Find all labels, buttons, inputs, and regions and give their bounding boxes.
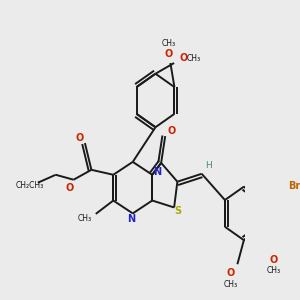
Text: O: O — [269, 255, 278, 265]
Text: O: O — [227, 268, 235, 278]
Text: O: O — [165, 49, 173, 59]
Text: CH₂CH₃: CH₂CH₃ — [16, 181, 44, 190]
Text: CH₃: CH₃ — [187, 54, 201, 63]
Text: CH₃: CH₃ — [162, 39, 176, 48]
Text: CH₃: CH₃ — [77, 214, 92, 224]
Text: N: N — [127, 214, 135, 224]
Text: O: O — [168, 126, 176, 136]
Text: O: O — [76, 133, 84, 143]
Text: O: O — [180, 53, 188, 63]
Text: Br: Br — [289, 182, 300, 191]
Text: CH₃: CH₃ — [266, 266, 280, 275]
Text: O: O — [65, 183, 74, 193]
Text: H: H — [205, 161, 211, 170]
Text: N: N — [153, 167, 161, 177]
Text: S: S — [175, 206, 182, 216]
Text: CH₃: CH₃ — [224, 280, 238, 289]
